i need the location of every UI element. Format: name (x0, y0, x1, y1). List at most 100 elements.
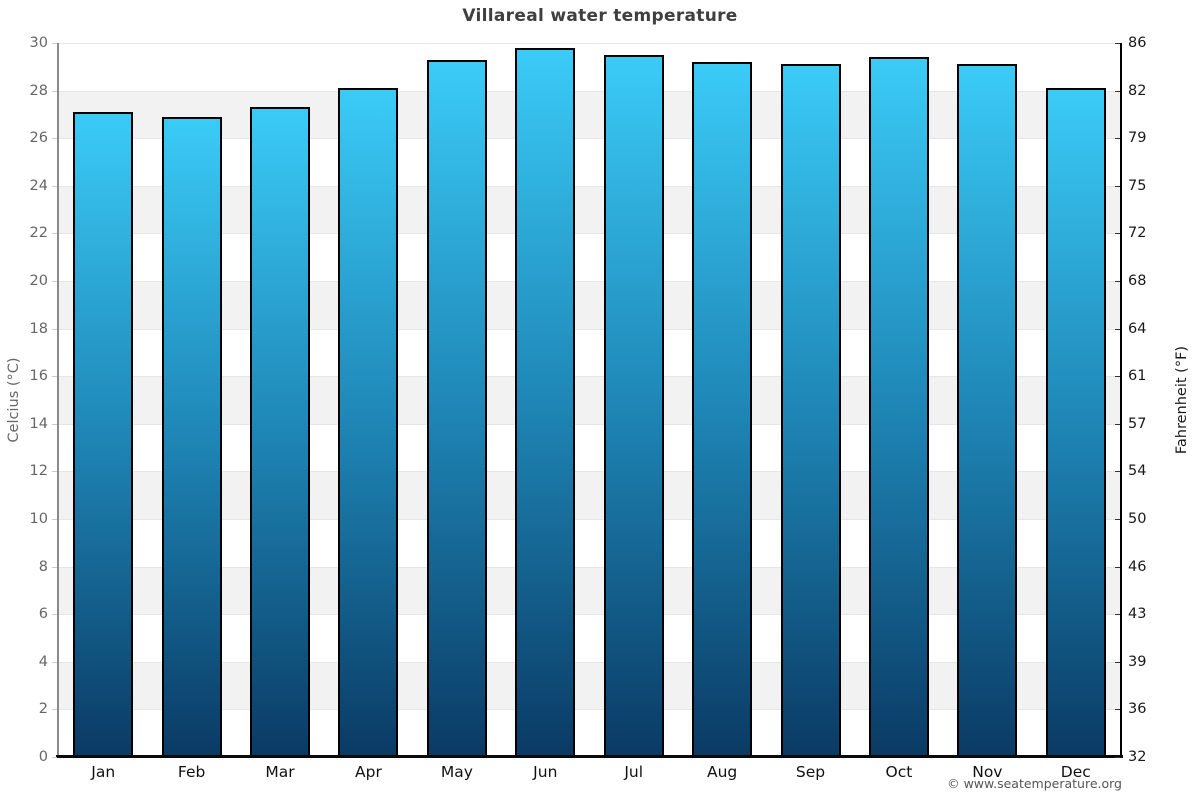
watermark-credit: © www.seatemperature.org (947, 776, 1122, 791)
y-tick-label-celsius: 4 (38, 653, 48, 670)
y-tick-label-celsius: 22 (29, 225, 48, 242)
y-tick-label-fahrenheit: 50 (1128, 511, 1147, 527)
x-tick-label-aug: Aug (706, 763, 738, 781)
tick-mark-right (1115, 185, 1120, 187)
tick-mark-left (52, 138, 57, 140)
grid-band (59, 90, 1120, 139)
bar-mar (250, 107, 311, 757)
grid-band (59, 376, 1120, 424)
tick-mark-left (52, 233, 57, 235)
y-tick-label-celsius: 0 (38, 749, 48, 765)
y-tick-label-fahrenheit: 79 (1128, 130, 1147, 147)
y-tick-label-celsius: 18 (29, 320, 48, 337)
y-axis-line-right (1120, 43, 1122, 757)
x-tick-label-dec: Dec (1060, 763, 1091, 781)
grid-band (59, 709, 1120, 757)
bar-may (426, 59, 487, 757)
tick-mark-left (52, 423, 57, 425)
y-tick-label-celsius: 16 (29, 368, 48, 385)
grid-band (59, 661, 1120, 710)
tick-mark-left (52, 328, 57, 330)
grid-band (59, 423, 1120, 472)
bar-apr (338, 88, 399, 757)
grid-band (59, 233, 1120, 281)
tick-mark-right (1115, 376, 1120, 378)
tick-mark-right (1115, 328, 1120, 330)
tick-mark-right (1115, 90, 1120, 92)
tick-mark-right (1115, 423, 1120, 425)
bar-jul (603, 54, 664, 757)
bar-aug (692, 62, 753, 757)
x-tick-label-feb: Feb (177, 763, 206, 781)
tick-mark-right (1115, 281, 1120, 282)
y-tick-label-fahrenheit: 61 (1128, 368, 1147, 385)
y-tick-label-fahrenheit: 57 (1128, 415, 1147, 432)
tick-mark-left (52, 90, 57, 92)
x-tick-label-jul: Jul (624, 763, 644, 781)
tick-mark-right (1115, 757, 1120, 758)
tick-mark-left (52, 376, 57, 378)
y-axis-title-fahrenheit: Fahrenheit (°F) (1174, 345, 1190, 455)
y-tick-label-fahrenheit: 54 (1128, 463, 1147, 480)
y-tick-label-celsius: 12 (29, 463, 48, 480)
y-tick-label-celsius: 26 (29, 130, 48, 147)
y-tick-label-celsius: 24 (29, 177, 48, 194)
grid-band (59, 43, 1120, 91)
tick-mark-left (52, 519, 57, 520)
bar-jun (515, 47, 576, 757)
y-tick-label-celsius: 20 (29, 273, 48, 289)
chart-title: Villareal water temperature (462, 6, 738, 26)
y-tick-label-celsius: 2 (38, 701, 48, 718)
x-tick-label-may: May (440, 763, 473, 781)
y-tick-label-fahrenheit: 68 (1128, 273, 1147, 289)
y-tick-label-celsius: 6 (38, 606, 48, 623)
bar-jan (73, 112, 134, 757)
y-tick-label-fahrenheit: 64 (1128, 320, 1147, 337)
y-tick-label-fahrenheit: 43 (1128, 606, 1147, 623)
y-tick-label-celsius: 28 (29, 82, 48, 99)
x-tick-label-apr: Apr (355, 763, 382, 781)
tick-mark-right (1115, 519, 1120, 520)
tick-mark-right (1115, 43, 1120, 44)
y-tick-label-fahrenheit: 86 (1128, 35, 1147, 51)
y-tick-label-celsius: 8 (38, 558, 48, 575)
y-axis-title-celsius: Celcius (°C) (6, 357, 22, 443)
tick-mark-left (52, 185, 57, 187)
x-tick-label-sep: Sep (795, 763, 826, 781)
y-tick-label-celsius: 10 (29, 511, 48, 527)
tick-mark-left (52, 661, 57, 663)
tick-mark-left (52, 43, 57, 44)
tick-mark-left (52, 566, 57, 568)
x-tick-label-oct: Oct (885, 763, 913, 781)
x-tick-label-mar: Mar (265, 763, 295, 781)
y-tick-label-fahrenheit: 72 (1128, 225, 1147, 242)
x-axis-line (56, 755, 1123, 758)
tick-mark-left (52, 614, 57, 616)
tick-mark-right (1115, 661, 1120, 663)
grid-band (59, 519, 1120, 567)
y-tick-label-fahrenheit: 75 (1128, 177, 1147, 194)
grid-band (59, 566, 1120, 615)
tick-mark-right (1115, 614, 1120, 616)
plot-area (59, 43, 1120, 757)
tick-mark-left (52, 471, 57, 473)
y-tick-label-celsius: 14 (29, 415, 48, 432)
tick-mark-left (52, 709, 57, 711)
tick-mark-right (1115, 709, 1120, 711)
x-tick-label-nov: Nov (972, 763, 1003, 781)
grid-band (59, 471, 1120, 519)
tick-mark-right (1115, 138, 1120, 140)
tick-mark-right (1115, 566, 1120, 568)
y-tick-label-fahrenheit: 36 (1128, 701, 1147, 718)
tick-mark-left (52, 281, 57, 282)
grid-band (59, 185, 1120, 234)
grid-band (59, 138, 1120, 186)
bar-nov (957, 64, 1018, 757)
tick-mark-left (52, 757, 57, 758)
grid-band (59, 281, 1120, 329)
tick-mark-right (1115, 233, 1120, 235)
x-tick-label-jun: Jun (533, 763, 558, 781)
y-tick-label-fahrenheit: 32 (1128, 749, 1147, 765)
y-tick-label-fahrenheit: 39 (1128, 653, 1147, 670)
